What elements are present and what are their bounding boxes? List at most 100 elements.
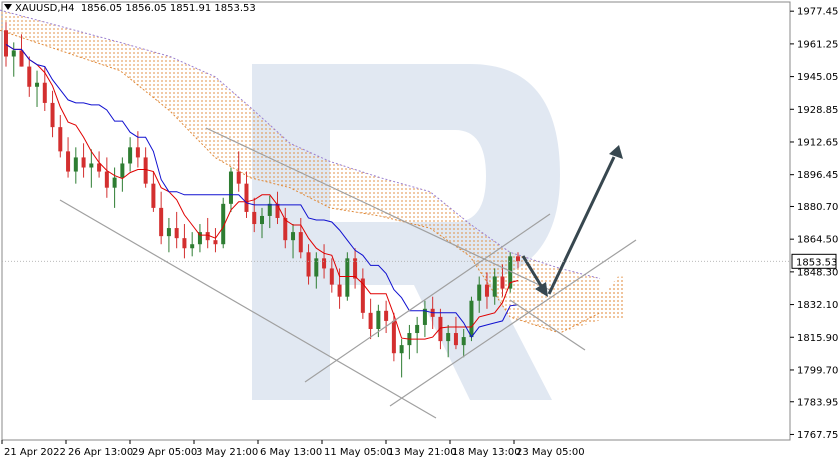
candle-body: [213, 240, 218, 245]
future-cloud: [560, 276, 624, 333]
candle-body: [415, 324, 420, 334]
y-tick-label: 1912.65: [797, 137, 838, 148]
candle-body: [135, 147, 140, 158]
price-tag-box: [791, 253, 837, 269]
candle-body: [190, 244, 195, 249]
candle-body: [391, 320, 396, 354]
channel-line: [304, 213, 551, 383]
candle-body: [73, 157, 78, 172]
candle-body: [516, 256, 520, 262]
candle-body: [477, 284, 482, 301]
candle-body: [4, 30, 8, 57]
x-tick-label: 23 May 05:00: [516, 447, 585, 458]
y-tick-label: 1896.45: [797, 170, 838, 181]
candle-body: [484, 284, 489, 297]
candle-body: [143, 157, 148, 184]
candle-body: [500, 276, 505, 289]
candle-body: [104, 171, 109, 188]
candle-body: [376, 310, 381, 329]
candle-body: [58, 127, 63, 152]
candle-body: [291, 232, 296, 241]
candle-body: [120, 163, 125, 178]
candle-body: [128, 147, 133, 164]
channel-line: [389, 239, 637, 407]
candle-body: [267, 203, 272, 216]
candle-body: [260, 215, 264, 225]
forecast-arrow-up: [547, 156, 616, 295]
ichimoku-cloud: [0, 10, 600, 333]
y-axis: 1977.45 1961.25 1945.05 1928.85 1912.65 1896.…: [790, 7, 838, 441]
candle-body: [453, 333, 458, 346]
candle-body: [19, 50, 24, 67]
forecast-arrow-up-head: [609, 145, 623, 159]
y-tick-label: 1961.25: [797, 39, 838, 50]
y-tick-label: 1799.70: [797, 365, 838, 376]
cloud-span-a: [0, 29, 601, 334]
forecast-arrow-down: [521, 255, 545, 290]
candle-body: [174, 228, 179, 239]
x-tick-label: 21 Apr 2022: [4, 447, 66, 458]
x-tick-label: 29 Apr 05:00: [132, 447, 197, 458]
candle-body: [244, 183, 249, 212]
forecast-arrow-down-head: [535, 282, 548, 297]
candle-body: [205, 232, 210, 241]
dropdown-triangle-icon[interactable]: [4, 4, 12, 10]
candle-body: [353, 258, 358, 279]
candle-body: [329, 268, 334, 285]
candle-body: [275, 203, 280, 218]
y-tick-label: 1815.90: [797, 333, 838, 344]
candle-body: [306, 252, 311, 277]
candle-body: [508, 256, 513, 289]
y-tick-label: 1767.75: [797, 430, 838, 441]
chart-header: XAUUSD,H4 1856.05 1856.05 1851.91 1853.5…: [4, 3, 256, 14]
candle-body: [337, 284, 342, 297]
candle-body: [182, 238, 187, 249]
candle-body: [27, 66, 32, 87]
symbol-label: XAUUSD,H4: [15, 3, 75, 14]
y-tick-label: 1848.30: [797, 267, 838, 278]
candle-body: [422, 308, 427, 325]
y-tick-label: 1880.70: [797, 202, 838, 213]
candle-body: [252, 211, 257, 225]
price-tag: 1853.53: [791, 253, 837, 269]
candle-body: [345, 258, 350, 297]
channel-line: [205, 127, 551, 291]
candle-body: [283, 217, 288, 241]
candle-body: [360, 278, 365, 313]
channel-line: [59, 199, 437, 419]
candle-body: [89, 163, 94, 168]
y-tick-label: 1945.05: [797, 72, 838, 83]
y-tick-label: 1832.10: [797, 300, 838, 311]
candle-body: [298, 232, 303, 253]
x-tick-label: 11 May 05:00: [324, 447, 393, 458]
y-tick-label: 1928.85: [797, 105, 838, 116]
candle-body: [438, 316, 443, 342]
candle-body: [322, 258, 327, 269]
forecast-arrows: [521, 145, 623, 297]
candle-body: [314, 258, 319, 277]
candle-body: [50, 102, 55, 128]
candle-body: [35, 82, 40, 87]
candle-body: [399, 345, 404, 354]
candle-body: [461, 337, 466, 346]
price-tag-label: 1853.53: [796, 257, 837, 268]
candle-body: [42, 82, 47, 103]
channel-line: [509, 299, 586, 351]
candle-body: [197, 232, 202, 245]
candle-body: [492, 276, 497, 297]
candle-body: [446, 333, 451, 342]
tenkan-sen-line: [5, 43, 519, 340]
candle-body: [81, 157, 86, 168]
y-tick-label: 1783.95: [797, 397, 838, 408]
candle-body: [236, 171, 241, 184]
x-tick-label: 18 May 13:00: [452, 447, 521, 458]
x-tick-label: 6 May 13:00: [260, 447, 322, 458]
ohlc-values: 1856.05 1856.05 1851.91 1853.53: [80, 3, 256, 14]
x-tick-label: 3 May 21:00: [196, 447, 258, 458]
x-tick-label: 13 May 21:00: [388, 447, 457, 458]
y-tick-label: 1864.50: [797, 235, 838, 246]
candle-body: [11, 50, 16, 57]
